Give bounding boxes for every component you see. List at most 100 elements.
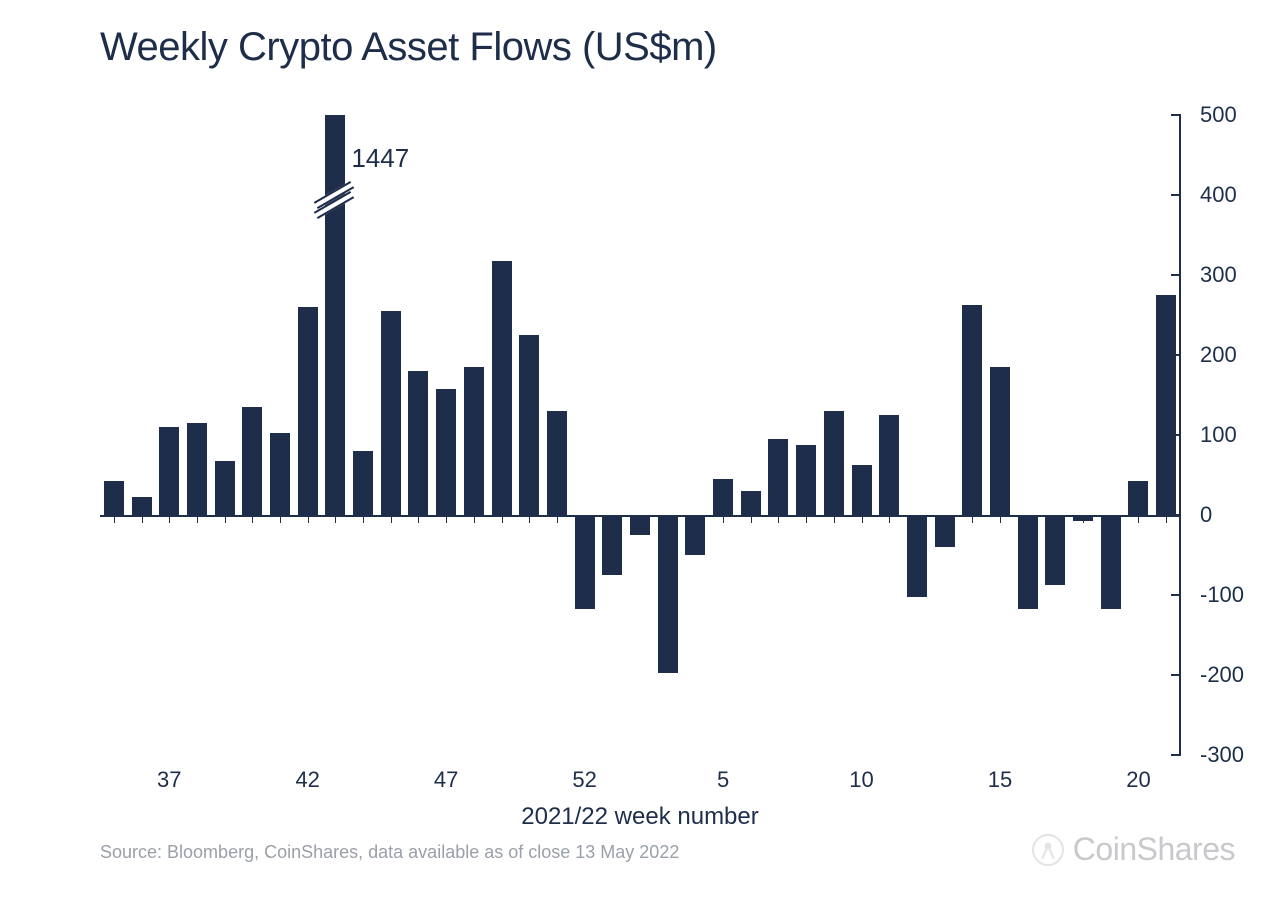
bar	[104, 481, 124, 515]
axis-break-mark	[315, 187, 355, 217]
x-minor-tick	[585, 515, 586, 523]
bar	[879, 415, 899, 515]
bar	[270, 433, 290, 515]
bar	[1128, 481, 1148, 515]
y-tick-label: 300	[1200, 262, 1250, 288]
x-minor-tick	[557, 515, 558, 523]
x-minor-tick	[723, 515, 724, 523]
x-minor-tick	[1166, 515, 1167, 523]
bar	[464, 367, 484, 515]
x-minor-tick	[1028, 515, 1029, 523]
bar	[741, 491, 761, 515]
y-tick-label: -300	[1200, 742, 1250, 768]
bar	[1156, 295, 1176, 515]
y-tick	[1171, 274, 1181, 276]
bar	[187, 423, 207, 515]
x-minor-tick	[502, 515, 503, 523]
y-tick	[1171, 194, 1181, 196]
x-minor-tick	[169, 515, 170, 523]
x-minor-tick	[1138, 515, 1139, 523]
bar	[132, 497, 152, 515]
bar	[824, 411, 844, 515]
x-minor-tick	[225, 515, 226, 523]
x-minor-tick	[529, 515, 530, 523]
x-tick-label: 37	[157, 767, 181, 793]
bar	[575, 515, 595, 609]
x-minor-tick	[862, 515, 863, 523]
bar	[519, 335, 539, 515]
bar	[713, 479, 733, 515]
x-minor-tick	[114, 515, 115, 523]
x-minor-tick	[778, 515, 779, 523]
y-tick	[1171, 674, 1181, 676]
x-minor-tick	[1000, 515, 1001, 523]
x-tick-label: 52	[572, 767, 596, 793]
x-minor-tick	[197, 515, 198, 523]
x-tick-label: 5	[717, 767, 729, 793]
logo-text: CoinShares	[1073, 831, 1235, 868]
x-minor-tick	[917, 515, 918, 523]
bar-annotation: 1447	[351, 143, 409, 174]
bar	[658, 515, 678, 673]
y-tick-label: 0	[1200, 502, 1250, 528]
x-minor-tick	[363, 515, 364, 523]
bar	[325, 115, 345, 515]
source-text: Source: Bloomberg, CoinShares, data avai…	[100, 842, 679, 863]
x-minor-tick	[252, 515, 253, 523]
bar	[298, 307, 318, 515]
x-minor-tick	[889, 515, 890, 523]
y-tick-label: -100	[1200, 582, 1250, 608]
x-axis-title: 2021/22 week number	[521, 803, 759, 831]
bar	[602, 515, 622, 575]
x-minor-tick	[640, 515, 641, 523]
bar	[353, 451, 373, 515]
bar	[381, 311, 401, 515]
chart-container: Weekly Crypto Asset Flows (US$m) -300-20…	[0, 0, 1280, 903]
x-tick-label: 47	[434, 767, 458, 793]
x-minor-tick	[308, 515, 309, 523]
x-minor-tick	[751, 515, 752, 523]
bar	[492, 261, 512, 515]
x-minor-tick	[280, 515, 281, 523]
x-minor-tick	[335, 515, 336, 523]
bar	[159, 427, 179, 515]
x-minor-tick	[1111, 515, 1112, 523]
plot-area: -300-200-1000100200300400500144737424752…	[100, 115, 1180, 755]
bar	[408, 371, 428, 515]
x-minor-tick	[834, 515, 835, 523]
x-minor-tick	[142, 515, 143, 523]
y-tick-label: -200	[1200, 662, 1250, 688]
x-minor-tick	[418, 515, 419, 523]
x-minor-tick	[945, 515, 946, 523]
coinshares-logo: CoinShares	[1031, 831, 1235, 868]
x-minor-tick	[446, 515, 447, 523]
bar	[907, 515, 927, 597]
x-minor-tick	[972, 515, 973, 523]
bar	[962, 305, 982, 515]
bar	[990, 367, 1010, 515]
bar	[1018, 515, 1038, 609]
bar	[436, 389, 456, 515]
x-minor-tick	[612, 515, 613, 523]
y-tick	[1171, 114, 1181, 116]
x-tick-label: 10	[849, 767, 873, 793]
bar	[1045, 515, 1065, 585]
x-minor-tick	[1083, 515, 1084, 523]
bar	[796, 445, 816, 515]
x-tick-label: 15	[988, 767, 1012, 793]
bar	[547, 411, 567, 515]
x-tick-label: 42	[295, 767, 319, 793]
chart-title: Weekly Crypto Asset Flows (US$m)	[100, 25, 717, 70]
x-minor-tick	[1055, 515, 1056, 523]
y-tick-label: 400	[1200, 182, 1250, 208]
x-minor-tick	[695, 515, 696, 523]
y-tick-label: 200	[1200, 342, 1250, 368]
bar	[1101, 515, 1121, 609]
logo-icon	[1031, 833, 1065, 867]
bar	[768, 439, 788, 515]
y-tick	[1171, 594, 1181, 596]
x-minor-tick	[391, 515, 392, 523]
x-minor-tick	[474, 515, 475, 523]
x-minor-tick	[806, 515, 807, 523]
x-tick-label: 20	[1126, 767, 1150, 793]
